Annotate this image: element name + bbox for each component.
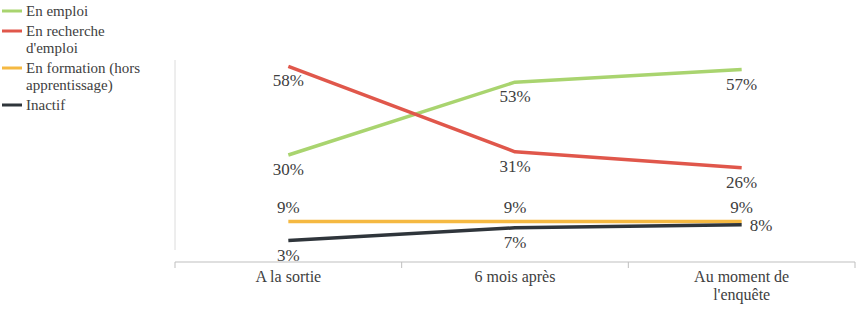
legend-swatch [2,67,22,70]
chart-container: A la sortie 6 mois après Au moment del'enq… [0,0,860,312]
data-label: 9% [730,198,753,217]
data-label: 53% [499,87,530,106]
legend-swatch [2,10,22,13]
x-tick-label: A la sortie [255,268,321,285]
chart-svg: A la sortie 6 mois après Au moment del'enq… [0,0,860,312]
legend-swatch [2,104,22,107]
data-label: 58% [273,71,304,90]
x-axis-tick [401,262,402,268]
data-label: 26% [726,173,757,192]
data-label: 3% [277,246,300,265]
data-label: 9% [504,198,527,217]
legend-label: En emploi [26,3,88,19]
legend-label: Inactif [26,97,65,113]
series-line [288,66,741,167]
data-label: 30% [273,160,304,179]
data-label: 31% [499,157,530,176]
x-tick-label: 6 mois après [475,268,556,286]
legend-swatch [2,30,22,33]
data-label: 57% [726,75,757,94]
x-axis-tick [855,262,856,268]
data-label: 8% [750,216,773,235]
x-tick-label: Au moment del'enquête [694,268,789,304]
data-label: 9% [277,198,300,217]
series-line [288,70,741,156]
legend-label: En formation (horsapprentissage) [26,60,140,94]
legend: En emploi En recherched'emploi En formatio… [2,3,140,113]
x-axis-tick [628,262,629,268]
data-label: 7% [504,233,527,252]
x-axis-tick [175,262,176,268]
legend-label: En recherched'emploi [26,23,105,56]
lines [288,66,741,240]
series-line [288,220,741,224]
y-axis-line [175,60,176,250]
